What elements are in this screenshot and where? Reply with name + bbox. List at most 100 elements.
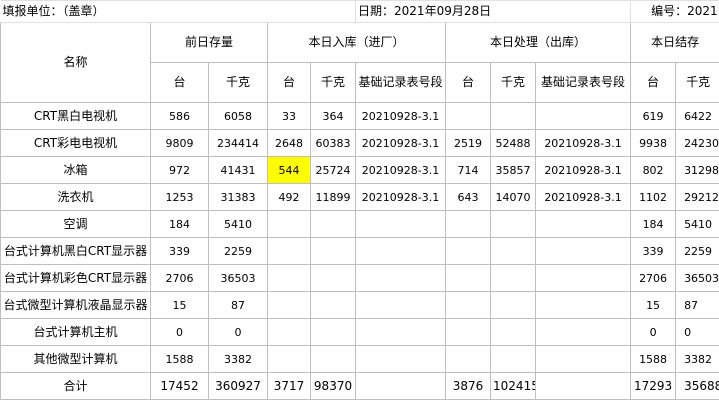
table-row: 其他微型计算机 1588 3382 1588 3382 bbox=[0, 345, 719, 373]
cell bbox=[267, 210, 311, 238]
cell bbox=[267, 291, 311, 319]
sub-header: 台 bbox=[630, 62, 677, 103]
cell: 31298 bbox=[675, 156, 719, 184]
sub-header: 千克 bbox=[309, 62, 357, 103]
number-label: 编号：2021 bbox=[630, 0, 719, 23]
cell: 15 bbox=[150, 291, 209, 319]
cell bbox=[535, 345, 632, 373]
cell: 20210928-3.1 bbox=[355, 129, 447, 157]
sub-header: 基础记录表号段 bbox=[535, 62, 632, 103]
cell: 20210928-3.1 bbox=[355, 102, 447, 130]
table-row: 台式计算机黑白CRT显示器 339 2259 339 2259 bbox=[0, 237, 719, 265]
cell: 802 bbox=[630, 156, 677, 184]
cell: 3717 bbox=[267, 372, 311, 400]
cell: 2706 bbox=[630, 264, 677, 292]
cell: 25724 bbox=[309, 156, 357, 184]
cell: 643 bbox=[445, 183, 492, 211]
cell: 15 bbox=[630, 291, 677, 319]
cell: 9938 bbox=[630, 129, 677, 157]
cell: 972 bbox=[150, 156, 209, 184]
cell: 35857 bbox=[490, 156, 537, 184]
cell: 31383 bbox=[208, 183, 268, 211]
row-name: 台式计算机主机 bbox=[0, 318, 151, 346]
cell: 1102 bbox=[630, 183, 677, 211]
table-row: 空调 184 5410 184 5410 bbox=[0, 210, 719, 238]
cell: 6422 bbox=[675, 102, 719, 130]
sub-header: 千克 bbox=[490, 62, 537, 103]
sub-header: 千克 bbox=[675, 62, 719, 103]
group-header: 本日结存 bbox=[630, 22, 719, 63]
cell: 356882 bbox=[675, 372, 719, 400]
table-row: 洗衣机 1253 31383 492 11899 20210928-3.1 643 14070… bbox=[0, 183, 719, 211]
group-header: 本日处理（出库） bbox=[445, 22, 632, 63]
cell bbox=[535, 372, 632, 400]
cell bbox=[445, 291, 492, 319]
cell bbox=[535, 318, 632, 346]
cell bbox=[355, 237, 447, 265]
cell bbox=[535, 264, 632, 292]
cell bbox=[355, 291, 447, 319]
cell: 184 bbox=[150, 210, 209, 238]
cell: 339 bbox=[150, 237, 209, 265]
cell: 17452 bbox=[150, 372, 209, 400]
cell: 1253 bbox=[150, 183, 209, 211]
cell bbox=[445, 237, 492, 265]
row-name: CRT彩电电视机 bbox=[0, 129, 151, 157]
date-label: 日期：2021年09月28日 bbox=[355, 0, 632, 23]
cell: 17293 bbox=[630, 372, 677, 400]
cell: 184 bbox=[630, 210, 677, 238]
table-row: CRT彩电电视机 9809 234414 2648 60383 20210928-3.1 2… bbox=[0, 129, 719, 157]
row-name: 洗衣机 bbox=[0, 183, 151, 211]
cell: 5410 bbox=[208, 210, 268, 238]
cell: 87 bbox=[675, 291, 719, 319]
table-row: 台式计算机主机 0 0 0 0 bbox=[0, 318, 719, 346]
cell: 14070 bbox=[490, 183, 537, 211]
cell bbox=[309, 291, 357, 319]
cell bbox=[445, 318, 492, 346]
cell: 492 bbox=[267, 183, 311, 211]
cell: 36503 bbox=[208, 264, 268, 292]
cell bbox=[355, 210, 447, 238]
cell: 619 bbox=[630, 102, 677, 130]
cell: 11899 bbox=[309, 183, 357, 211]
cell: 234414 bbox=[208, 129, 268, 157]
row-name: 台式计算机黑白CRT显示器 bbox=[0, 237, 151, 265]
cell: 544 bbox=[267, 156, 311, 184]
cell bbox=[267, 345, 311, 373]
cell: 2706 bbox=[150, 264, 209, 292]
cell bbox=[267, 318, 311, 346]
cell bbox=[445, 210, 492, 238]
unit-label: 填报单位：（盖章） bbox=[0, 0, 357, 23]
cell: 3382 bbox=[208, 345, 268, 373]
cell bbox=[355, 372, 447, 400]
row-name: 空调 bbox=[0, 210, 151, 238]
cell: 102415 bbox=[490, 372, 537, 400]
cell bbox=[535, 102, 632, 130]
cell: 3876 bbox=[445, 372, 492, 400]
cell bbox=[445, 264, 492, 292]
cell: 20210928-3.1 bbox=[535, 156, 632, 184]
cell: 5410 bbox=[675, 210, 719, 238]
cell: 360927 bbox=[208, 372, 268, 400]
cell: 29212 bbox=[675, 183, 719, 211]
cell: 3382 bbox=[675, 345, 719, 373]
cell bbox=[490, 237, 537, 265]
cell: 339 bbox=[630, 237, 677, 265]
row-name: 冰箱 bbox=[0, 156, 151, 184]
cell bbox=[490, 264, 537, 292]
cell bbox=[309, 210, 357, 238]
cell bbox=[490, 210, 537, 238]
group-header: 前日存量 bbox=[150, 22, 268, 63]
name-header: 名称 bbox=[0, 22, 151, 103]
cell: 20210928-3.1 bbox=[535, 129, 632, 157]
cell bbox=[490, 345, 537, 373]
cell bbox=[445, 345, 492, 373]
cell: 20210928-3.1 bbox=[355, 183, 447, 211]
sub-header: 台 bbox=[267, 62, 311, 103]
cell: 98370 bbox=[309, 372, 357, 400]
cell bbox=[490, 318, 537, 346]
row-name: 台式微型计算机液晶显示器 bbox=[0, 291, 151, 319]
cell bbox=[355, 318, 447, 346]
cell: 2259 bbox=[208, 237, 268, 265]
